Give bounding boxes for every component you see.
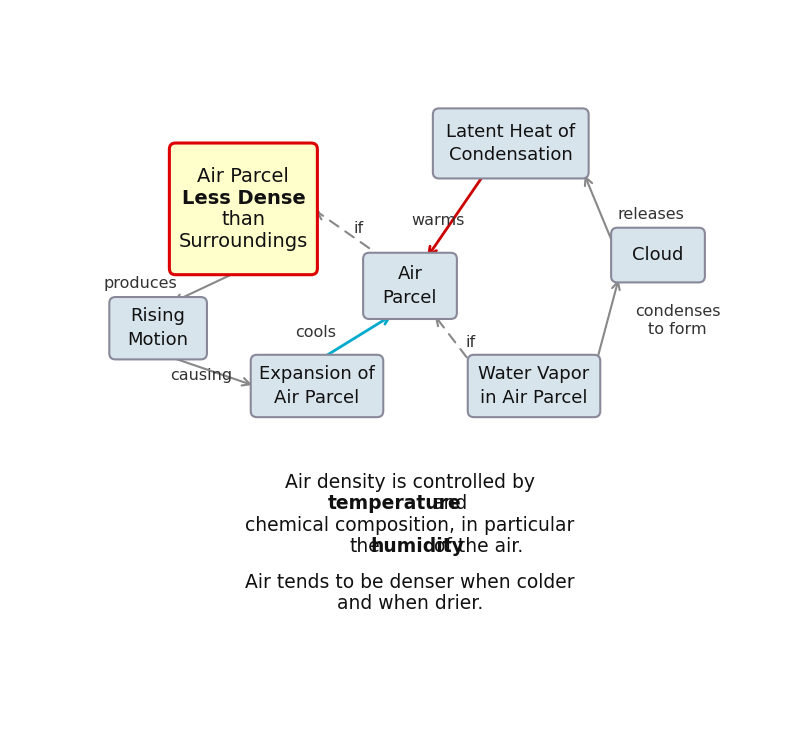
Text: Expansion of
Air Parcel: Expansion of Air Parcel xyxy=(259,366,375,407)
Text: Air Parcel: Air Parcel xyxy=(198,167,290,186)
Text: chemical composition, in particular: chemical composition, in particular xyxy=(246,515,574,535)
Text: of the air.: of the air. xyxy=(434,537,523,557)
Text: warms: warms xyxy=(411,213,464,228)
Text: than: than xyxy=(222,210,266,229)
Text: humidity: humidity xyxy=(371,537,465,557)
Text: Water Vapor
in Air Parcel: Water Vapor in Air Parcel xyxy=(478,366,590,407)
FancyBboxPatch shape xyxy=(433,108,589,178)
Text: releases: releases xyxy=(618,207,685,222)
FancyBboxPatch shape xyxy=(170,143,318,275)
Text: and when drier.: and when drier. xyxy=(337,595,483,613)
Text: Latent Heat of
Condensation: Latent Heat of Condensation xyxy=(446,122,575,164)
Text: produces: produces xyxy=(104,276,178,291)
FancyBboxPatch shape xyxy=(468,355,600,417)
Text: Rising
Motion: Rising Motion xyxy=(128,307,189,349)
Text: condenses
to form: condenses to form xyxy=(634,304,720,336)
FancyBboxPatch shape xyxy=(250,355,383,417)
FancyBboxPatch shape xyxy=(611,228,705,283)
Text: Air
Parcel: Air Parcel xyxy=(382,265,438,307)
Text: and: and xyxy=(433,495,468,513)
FancyBboxPatch shape xyxy=(363,253,457,319)
Text: the: the xyxy=(350,537,381,557)
Text: Less Dense: Less Dense xyxy=(182,189,306,207)
Text: temperature: temperature xyxy=(328,495,462,513)
Text: Air density is controlled by: Air density is controlled by xyxy=(285,473,535,492)
Text: Cloud: Cloud xyxy=(632,246,684,264)
Text: if: if xyxy=(466,334,476,350)
Text: cools: cools xyxy=(295,325,336,340)
Text: causing: causing xyxy=(170,369,232,383)
Text: if: if xyxy=(354,221,363,236)
Text: Air tends to be denser when colder: Air tends to be denser when colder xyxy=(245,573,575,592)
Text: Surroundings: Surroundings xyxy=(178,231,308,251)
FancyBboxPatch shape xyxy=(110,297,207,360)
